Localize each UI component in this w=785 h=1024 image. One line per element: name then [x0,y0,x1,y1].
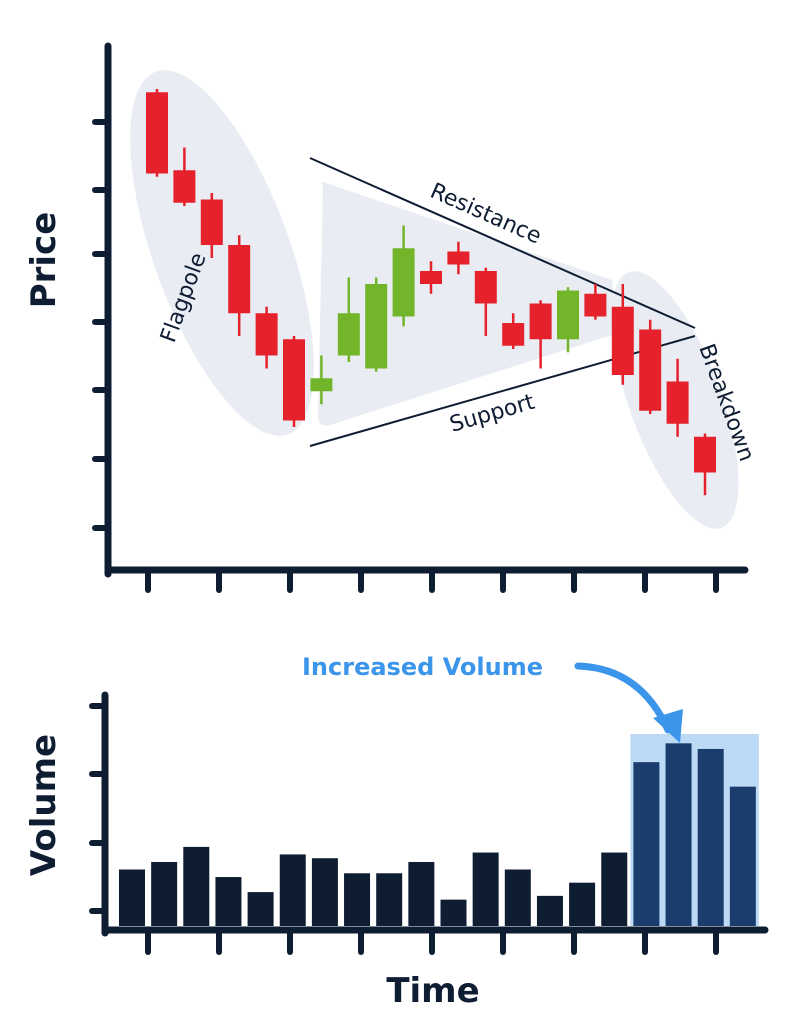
volume-bar [601,852,628,926]
candle-body [447,251,470,265]
candle [584,284,607,320]
candle-body [666,381,689,424]
volume-x-ticks [145,927,719,955]
price-x-ticks [145,567,719,593]
candle [611,284,634,385]
candle [694,433,716,496]
candle [557,287,579,353]
candle-body [694,436,716,473]
volume-bar-highlighted [697,748,724,926]
candle [502,313,525,349]
candle [255,306,278,369]
candle [392,225,415,327]
volume-bar [215,877,242,926]
callout-arrow [574,662,672,734]
candle-body [255,313,278,356]
volume-bars [119,743,756,926]
volume-bar-highlighted [633,762,660,926]
candle [146,89,168,177]
volume-bar-highlighted [665,743,692,926]
price-axis-title: Price [24,212,64,309]
candle-body [200,199,223,245]
price-y-ticks [92,119,111,531]
candle-body [420,271,442,284]
volume-bar [119,869,145,926]
candle [420,261,442,294]
callout-arrowhead [653,709,683,743]
candle-body [283,339,305,421]
candle-body [557,290,579,340]
volume-bar [472,852,499,926]
candle [474,267,497,336]
candle-body [392,248,415,317]
volume-y-ticks [89,703,108,914]
candle [173,147,196,206]
volume-axis-title: Volume [24,734,64,876]
candle [666,358,689,437]
candle [200,193,223,258]
candle-body [173,170,196,203]
volume-bar [344,873,371,926]
candle-body [584,293,607,317]
candles [146,89,716,496]
pennant-region [318,181,615,426]
flagpole-region [130,70,314,436]
candle [447,241,470,275]
candle-body [474,271,497,304]
candle-body [228,245,251,314]
volume-bar [279,854,306,926]
candle [639,319,662,414]
candle [228,235,251,336]
candle-body [502,323,525,346]
volume-bar [440,899,467,926]
increased-volume-callout: Increased Volume [302,653,543,681]
volume-bar [247,892,274,926]
candle [283,336,305,427]
candle-body [337,313,360,356]
volume-bar [151,861,178,926]
support-label: Support [447,390,538,438]
volume-bar [536,895,563,926]
volume-bar [311,858,338,926]
candle [365,277,388,372]
candle-body [146,92,168,174]
candle [529,300,552,369]
volume-bar [408,861,435,926]
volume-bar-highlighted [729,786,756,926]
volume-bar [504,869,531,926]
candle-body [639,329,662,411]
candle-body [365,284,388,369]
candle-body [611,306,634,375]
candle-body [310,378,333,392]
candle [310,355,333,405]
volume-bar [376,873,403,926]
volume-bar [183,846,210,926]
resistance-line [309,157,696,329]
candle [337,277,360,362]
volume-bar [569,882,596,926]
candle-body [529,303,552,340]
time-axis-title: Time [386,971,479,1011]
